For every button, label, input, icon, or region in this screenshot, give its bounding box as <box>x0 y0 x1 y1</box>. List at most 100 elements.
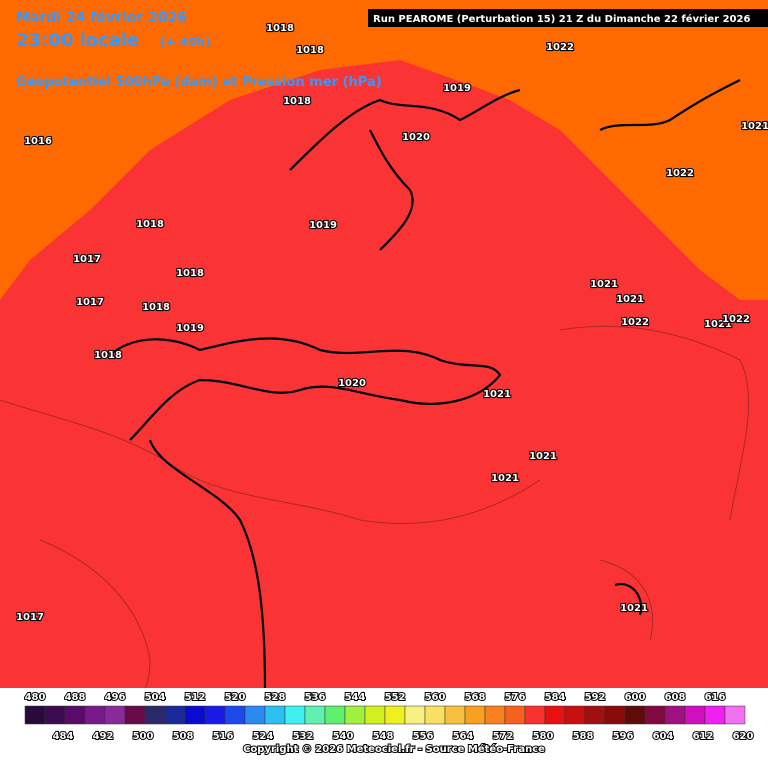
legend-label: 516 <box>213 731 234 742</box>
isobar-label: 1021 <box>620 603 648 614</box>
legend-cell <box>664 705 686 725</box>
legend-label: 592 <box>585 692 606 703</box>
isobar-label: 1019 <box>443 83 471 94</box>
legend-label: 608 <box>665 692 686 703</box>
legend-label: 576 <box>505 692 526 703</box>
legend-cell <box>704 705 726 725</box>
legend-cell <box>244 705 266 725</box>
legend-cell <box>104 705 126 725</box>
isobar-label: 1018 <box>266 23 294 34</box>
isobar-label: 1017 <box>16 612 44 623</box>
isobar-label: 1018 <box>142 302 170 313</box>
legend-label: 512 <box>185 692 206 703</box>
legend-label: 484 <box>53 731 74 742</box>
isobar-label: 1018 <box>296 45 324 56</box>
isobar-label: 1021 <box>741 121 768 132</box>
legend-cell <box>324 705 346 725</box>
field-region <box>0 60 768 768</box>
isobar-label: 1018 <box>94 350 122 361</box>
legend-cell <box>604 705 626 725</box>
isobar-label: 1017 <box>73 254 101 265</box>
legend-label: 604 <box>653 731 674 742</box>
isobar-label: 1022 <box>722 314 750 325</box>
legend-label: 520 <box>225 692 246 703</box>
legend-cell <box>144 705 166 725</box>
legend-label: 616 <box>705 692 726 703</box>
legend-label: 500 <box>133 731 154 742</box>
legend-cell <box>644 705 666 725</box>
isobar-label: 1021 <box>483 389 511 400</box>
isobar-label: 1021 <box>704 319 732 330</box>
legend-cell <box>384 705 406 725</box>
legend-label: 544 <box>345 692 366 703</box>
legend-cell <box>484 705 506 725</box>
legend-cell <box>464 705 486 725</box>
legend-label: 596 <box>613 731 634 742</box>
legend-panel <box>0 688 768 768</box>
legend-cell <box>84 705 106 725</box>
legend-cell <box>504 705 526 725</box>
legend-cell <box>284 705 306 725</box>
legend-label: 552 <box>385 692 406 703</box>
isobar-label: 1022 <box>621 317 649 328</box>
legend-cell <box>24 705 46 725</box>
legend-label: 540 <box>333 731 354 742</box>
legend-label: 504 <box>145 692 166 703</box>
isobar-label: 1022 <box>546 42 574 53</box>
legend-label: 588 <box>573 731 594 742</box>
legend-label: 524 <box>253 731 274 742</box>
legend-label: 532 <box>293 731 314 742</box>
isobar-label: 1020 <box>338 378 366 389</box>
legend-label: 560 <box>425 692 446 703</box>
legend-cell <box>204 705 226 725</box>
time: 23:00 locale <box>16 30 139 51</box>
legend-cell <box>624 705 646 725</box>
legend-label: 508 <box>173 731 194 742</box>
legend-label: 600 <box>625 692 646 703</box>
legend-cell <box>264 705 286 725</box>
isobar-label: 1018 <box>283 96 311 107</box>
legend-cell <box>344 705 366 725</box>
legend-cell <box>224 705 246 725</box>
isobar-label: 1020 <box>402 132 430 143</box>
field-title: Géopotentiel 500hPa (dam) et Pression me… <box>16 75 382 90</box>
legend-cell <box>184 705 206 725</box>
run-banner <box>368 9 768 27</box>
run-info: Run PEAROME (Perturbation 15) 21 Z du Di… <box>373 13 750 25</box>
isobar-label: 1021 <box>616 294 644 305</box>
isobar-label: 1018 <box>176 268 204 279</box>
isobar-label: 1019 <box>176 323 204 334</box>
legend-cell <box>364 705 386 725</box>
legend-label: 580 <box>533 731 554 742</box>
date: Mardi 24 février 2026 <box>16 10 187 26</box>
legend-cell <box>424 705 446 725</box>
legend-cell <box>564 705 586 725</box>
legend-label: 480 <box>25 692 46 703</box>
isobar-label: 1021 <box>529 451 557 462</box>
isobar-label: 1016 <box>24 136 52 147</box>
legend-label: 492 <box>93 731 114 742</box>
legend-cell <box>304 705 326 725</box>
legend-label: 548 <box>373 731 394 742</box>
legend-cell <box>724 705 746 725</box>
legend-label: 528 <box>265 692 286 703</box>
legend-label: 612 <box>693 731 714 742</box>
legend-cell <box>524 705 546 725</box>
isobar-label: 1021 <box>590 279 618 290</box>
legend-label: 620 <box>733 731 754 742</box>
legend-label: 584 <box>545 692 566 703</box>
legend-label: 496 <box>105 692 126 703</box>
legend-label: 568 <box>465 692 486 703</box>
legend-cell <box>444 705 466 725</box>
isobar-label: 1021 <box>491 473 519 484</box>
legend-cell <box>684 705 706 725</box>
isobar-label: 1018 <box>136 219 164 230</box>
legend-cell <box>124 705 146 725</box>
isobar-label: 1017 <box>76 297 104 308</box>
isobar-label: 1022 <box>666 168 694 179</box>
legend-label: 572 <box>493 731 514 742</box>
legend-cell <box>44 705 66 725</box>
contours <box>109 79 741 691</box>
legend-label: 564 <box>453 731 474 742</box>
